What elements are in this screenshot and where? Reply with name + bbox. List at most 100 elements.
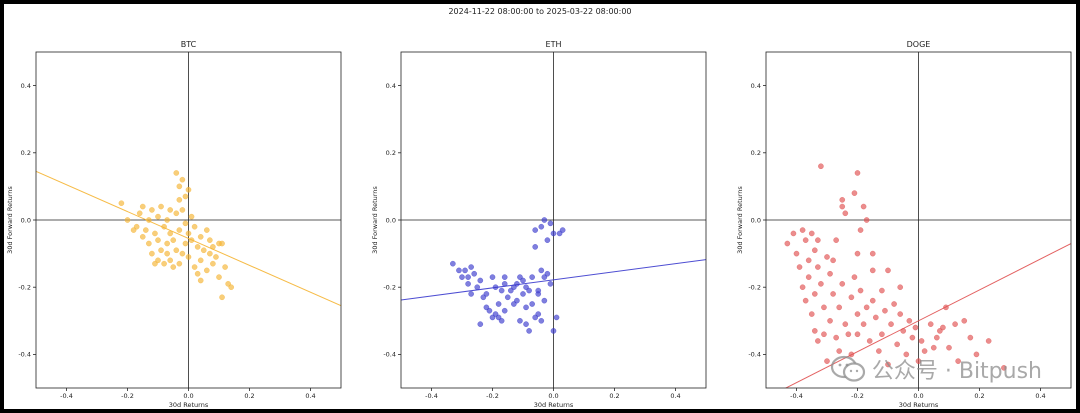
scatter-point <box>501 307 508 314</box>
chart-panel-btc: BTC -0.4 -0.2 0.0 0.2 0.4 -0.4 -0.2 0.0 0.2 0.4 30d… <box>6 40 342 409</box>
scatter-point <box>879 287 885 294</box>
scatter-point <box>535 311 542 317</box>
y-tick-label: -0.2 <box>18 284 31 292</box>
chart-title: DOGE <box>907 40 931 49</box>
scatter-point <box>207 237 213 243</box>
scatter-point <box>955 358 961 364</box>
scatter-point <box>197 277 204 284</box>
scatter-point <box>818 281 824 287</box>
scatter-point <box>477 321 484 327</box>
scatter-point <box>514 297 520 304</box>
scatter-point <box>173 170 180 176</box>
scatter-point <box>876 348 882 354</box>
scatter-point <box>179 250 186 257</box>
scatter-point <box>495 301 502 307</box>
scatter-point <box>185 254 192 260</box>
scatter-point <box>885 361 891 368</box>
scatter-point <box>967 334 974 341</box>
chart-panel-eth: ETH -0.4 -0.2 0.0 0.2 0.4 -0.4 -0.2 0.0 0.2 0.4 30d… <box>371 40 707 409</box>
scatter-point <box>815 237 821 243</box>
scatter-point <box>173 247 180 254</box>
y-tick-label: 0.2 <box>21 149 31 157</box>
scatter-point <box>547 220 554 227</box>
scatter-point <box>164 240 170 247</box>
scatter-point <box>799 227 806 233</box>
scatter-point <box>1001 365 1007 371</box>
scatter-point <box>821 304 827 311</box>
scatter-point <box>805 274 812 280</box>
scatter-point <box>517 317 523 324</box>
scatter-points <box>784 163 1007 371</box>
scatter-point <box>176 227 183 233</box>
scatter-point <box>222 264 228 270</box>
scatter-point <box>812 291 818 297</box>
scatter-point <box>155 257 161 264</box>
scatter-point <box>888 321 894 327</box>
scatter-point <box>182 193 189 200</box>
y-tick-label: 0.4 <box>21 82 31 90</box>
scatter-point <box>216 274 222 280</box>
scatter-point <box>921 348 928 354</box>
scatter-point <box>471 270 478 277</box>
scatter-grid: BTC -0.4 -0.2 0.0 0.2 0.4 -0.4 -0.2 0.0 0.2 0.4 30d… <box>6 40 1072 409</box>
scatter-point <box>544 237 551 243</box>
scatter-point <box>161 260 167 267</box>
scatter-point <box>854 331 861 338</box>
scatter-point <box>465 274 471 280</box>
scatter-point <box>200 247 207 254</box>
y-tick-label: 0.0 <box>751 216 761 224</box>
scatter-point <box>866 338 873 344</box>
scatter-point <box>194 244 201 250</box>
scatter-point <box>550 230 557 237</box>
scatter-point <box>790 230 797 237</box>
x-tick-label: 0.0 <box>913 392 923 400</box>
scatter-point <box>985 338 992 344</box>
scatter-point <box>194 270 201 277</box>
x-axis-label: 30d Returns <box>534 401 574 409</box>
scatter-point <box>961 317 968 324</box>
scatter-point <box>149 207 155 213</box>
scatter-point <box>879 331 885 338</box>
scatter-point <box>526 287 532 294</box>
scatter-point <box>915 358 922 364</box>
scatter-point <box>173 210 180 217</box>
fit-line <box>401 259 706 301</box>
scatter-point <box>498 287 505 294</box>
scatter-point <box>483 291 490 297</box>
scatter-point <box>860 203 867 210</box>
scatter-point <box>821 331 827 338</box>
scatter-point <box>228 284 234 291</box>
fit-line <box>36 170 341 307</box>
scatter-point <box>930 344 937 351</box>
scatter-point <box>940 324 946 331</box>
scatter-point <box>808 311 815 317</box>
scatter-point <box>863 217 870 223</box>
chart-panel-doge: DOGE -0.4 -0.2 0.0 0.2 0.4 -0.4 -0.2 0.0 0.2 0.4 30… <box>736 40 1072 409</box>
scatter-point <box>133 223 140 230</box>
scatter-point <box>462 267 468 274</box>
scatter-point <box>219 240 225 247</box>
scatter-point <box>854 170 861 176</box>
scatter-point <box>812 328 818 334</box>
scatter-point <box>873 314 879 321</box>
scatter-point <box>952 321 958 327</box>
scatter-point <box>529 274 535 280</box>
scatter-point <box>459 274 465 280</box>
scatter-point <box>124 217 131 223</box>
scatter-point <box>504 294 511 301</box>
scatter-point <box>498 317 505 324</box>
scatter-point <box>483 304 490 311</box>
scatter-point <box>845 331 852 338</box>
scatter-point <box>824 358 830 364</box>
scatter-point <box>520 291 526 297</box>
scatter-point <box>842 321 849 327</box>
scatter-point <box>897 284 904 291</box>
scatter-point <box>139 233 146 240</box>
y-tick-label: -0.4 <box>18 351 31 359</box>
scatter-point <box>818 163 824 170</box>
scatter-point <box>906 317 913 324</box>
x-tick-label: 0.4 <box>305 392 315 400</box>
scatter-point <box>176 260 183 267</box>
scatter-point <box>839 281 846 287</box>
scatter-point <box>213 254 219 260</box>
